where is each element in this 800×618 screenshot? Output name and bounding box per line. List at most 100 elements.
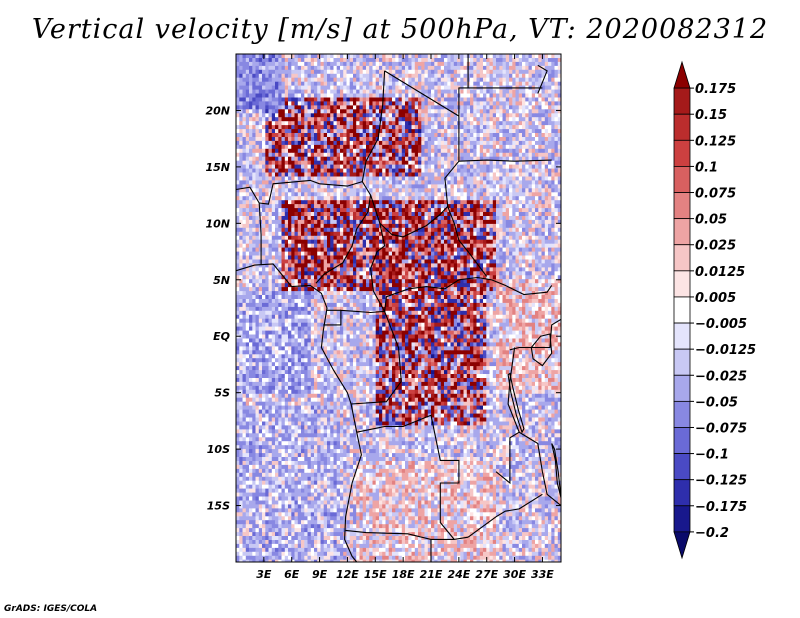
heat-cell — [427, 61, 432, 67]
heat-cell — [554, 219, 559, 225]
heat-cell — [278, 235, 282, 241]
heat-cell — [375, 227, 380, 233]
heat-cell — [440, 85, 445, 90]
heat-cell — [518, 212, 523, 217]
heat-cell — [437, 73, 442, 79]
heat-cell — [515, 219, 520, 225]
heat-cell — [505, 188, 510, 193]
heat-cell — [525, 129, 529, 134]
heat-cell — [408, 109, 412, 114]
heat-cell — [460, 247, 464, 252]
heat-cell — [450, 121, 455, 126]
heat-cell — [512, 93, 516, 98]
heat-cell — [320, 188, 325, 193]
heat-cell — [476, 235, 481, 241]
heat-cell — [366, 204, 370, 209]
heat-cell — [483, 208, 487, 213]
heat-cell — [336, 223, 341, 229]
heat-cell — [411, 227, 416, 233]
heat-cell — [535, 235, 539, 241]
heat-cell — [392, 223, 396, 229]
heat-cell — [476, 168, 481, 173]
heat-cell — [551, 152, 555, 158]
heat-cell — [502, 137, 507, 142]
heat-cell — [268, 239, 273, 245]
heat-cell — [457, 73, 461, 79]
heat-cell — [392, 239, 396, 245]
heat-cell — [535, 65, 539, 71]
heat-cell — [382, 101, 386, 106]
heat-cell — [505, 61, 510, 67]
heat-cell — [385, 239, 390, 245]
heat-cell — [509, 235, 513, 241]
heat-cell — [268, 125, 273, 130]
heat-cell — [278, 61, 282, 67]
heat-cell — [268, 69, 273, 75]
heat-cell — [265, 216, 269, 221]
heat-cell — [333, 109, 338, 114]
heat-cell — [372, 89, 377, 94]
heat-cell — [548, 81, 552, 87]
heat-cell — [505, 219, 510, 225]
heat-cell — [307, 219, 312, 225]
heat-cell — [531, 93, 536, 98]
heat-cell — [366, 148, 370, 154]
heat-cell — [359, 223, 364, 229]
heat-cell — [421, 184, 425, 189]
heat-cell — [531, 89, 536, 94]
heat-cell — [411, 204, 416, 209]
heat-cell — [408, 85, 412, 90]
heat-cell — [554, 101, 559, 106]
heat-cell — [307, 101, 312, 106]
heat-cell — [427, 144, 432, 150]
heat-cell — [307, 58, 312, 63]
heat-cell — [483, 160, 487, 166]
heat-cell — [278, 219, 282, 225]
heat-cell — [554, 113, 559, 118]
heat-cell — [479, 156, 484, 162]
heat-cell — [245, 172, 250, 177]
heat-cell — [330, 113, 334, 118]
heat-cell — [353, 81, 357, 87]
heat-cell — [398, 227, 403, 233]
heat-cell — [405, 125, 409, 130]
heat-cell — [538, 156, 542, 162]
heat-cell — [447, 223, 451, 229]
heat-cell — [473, 212, 477, 217]
heat-cell — [450, 93, 455, 98]
heat-cell — [340, 156, 344, 162]
heat-cell — [359, 204, 364, 209]
heat-cell — [541, 243, 546, 249]
heat-cell — [548, 93, 552, 98]
heat-cell — [304, 58, 308, 63]
heat-cell — [297, 156, 302, 162]
heat-cell — [505, 180, 510, 185]
heat-cell — [427, 73, 432, 79]
heat-cell — [320, 109, 325, 114]
heat-cell — [427, 188, 432, 193]
heat-cell — [548, 125, 552, 130]
heat-cell — [414, 156, 419, 162]
heat-cell — [460, 73, 464, 79]
heat-cell — [408, 160, 412, 166]
heat-cell — [262, 227, 266, 233]
heat-cell — [401, 129, 406, 134]
heat-cell — [431, 160, 435, 166]
heat-cell — [447, 54, 451, 59]
heat-cell — [297, 216, 302, 221]
heat-cell — [541, 219, 546, 225]
heat-cell — [518, 247, 523, 252]
heat-cell — [554, 196, 559, 201]
heat-cell — [463, 129, 468, 134]
heat-cell — [434, 184, 438, 189]
heat-cell — [346, 93, 351, 98]
heat-cell — [489, 69, 494, 75]
heat-cell — [265, 180, 269, 185]
heat-cell — [278, 196, 282, 201]
heat-cell — [258, 121, 263, 126]
heat-cell — [531, 69, 536, 75]
heat-cell — [268, 144, 273, 150]
heat-cell — [434, 89, 438, 94]
heat-cell — [411, 243, 416, 249]
heat-cell — [541, 125, 546, 130]
